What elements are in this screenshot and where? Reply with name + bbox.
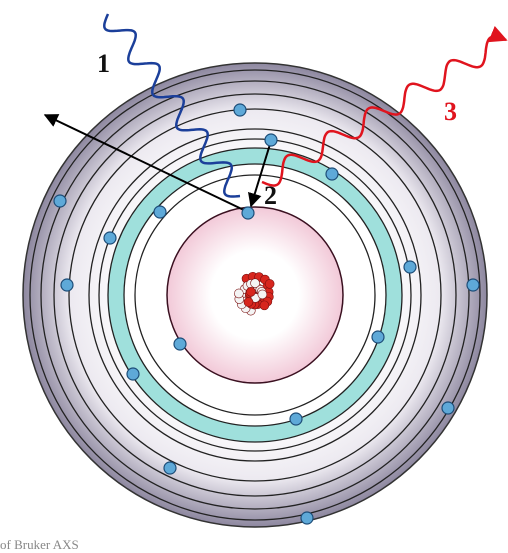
nucleon	[259, 300, 270, 311]
orbit	[68, 108, 442, 482]
electron	[153, 205, 167, 219]
orbit	[98, 138, 412, 452]
electron	[264, 133, 278, 147]
nucleon	[243, 297, 254, 307]
electron	[403, 260, 417, 274]
credit: of Bruker AXS	[0, 537, 79, 552]
electron	[441, 401, 455, 415]
fluorescence-xray	[261, 25, 508, 187]
label-1: 1	[97, 49, 110, 78]
electron	[126, 367, 140, 381]
orbit	[134, 174, 376, 416]
electron	[466, 278, 480, 292]
orbit	[123, 163, 387, 427]
electron	[289, 412, 303, 426]
electron	[60, 278, 74, 292]
electron	[173, 337, 187, 351]
electron	[233, 103, 247, 117]
nucleon	[250, 278, 260, 289]
electron	[241, 206, 255, 220]
orbit	[29, 69, 481, 521]
electron	[163, 461, 177, 475]
electron	[103, 231, 117, 245]
teal-shell	[108, 148, 402, 442]
orbit	[40, 80, 470, 510]
nucleus	[234, 271, 275, 316]
ejected-electron-arrow	[43, 114, 249, 213]
orbit	[88, 128, 422, 462]
electron	[53, 194, 67, 208]
orbit	[107, 147, 403, 443]
nucleon	[246, 287, 256, 297]
orbit	[53, 93, 457, 497]
electrons	[53, 103, 480, 525]
label-3: 3	[444, 97, 457, 126]
nucleon	[257, 289, 268, 300]
nucleon	[264, 279, 275, 289]
electron	[325, 167, 339, 181]
nucleon	[234, 288, 244, 299]
electron	[300, 511, 314, 525]
electron	[371, 330, 385, 344]
incident-xray	[103, 13, 241, 198]
label-2: 2	[264, 181, 277, 210]
transition-arrow	[248, 140, 272, 208]
